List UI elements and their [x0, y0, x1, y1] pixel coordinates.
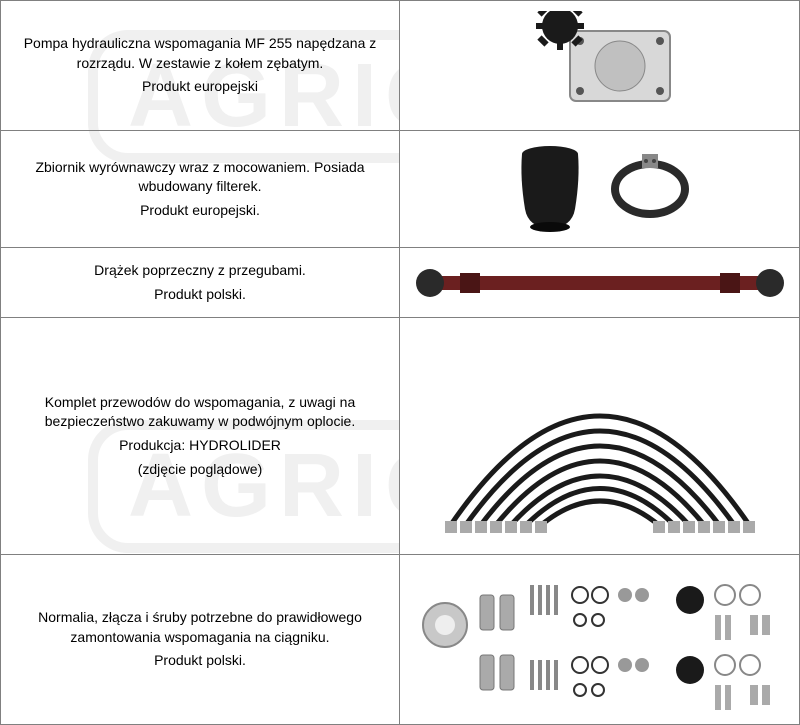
fittings-icon: [410, 565, 790, 715]
image-cell: [400, 318, 800, 555]
desc-cell: Normalia, złącza i śruby potrzebne do pr…: [1, 555, 400, 725]
desc-line: Drążek poprzeczny z przegubami.: [9, 261, 391, 281]
tie-rod-icon: [410, 258, 790, 308]
image-cell: [400, 131, 800, 248]
desc-line: Normalia, złącza i śruby potrzebne do pr…: [9, 608, 391, 647]
image-cell: [400, 1, 800, 131]
table-row: Komplet przewodów do wspomagania, z uwag…: [1, 318, 800, 555]
desc-cell: Pompa hydrauliczna wspomagania MF 255 na…: [1, 1, 400, 131]
table-row: Zbiornik wyrównawczy wraz z mocowaniem. …: [1, 131, 800, 248]
desc-cell: Drążek poprzeczny z przegubami. Produkt …: [1, 248, 400, 318]
desc-line: Pompa hydrauliczna wspomagania MF 255 na…: [9, 34, 391, 73]
desc-line: Komplet przewodów do wspomagania, z uwag…: [9, 393, 391, 432]
product-table: Pompa hydrauliczna wspomagania MF 255 na…: [0, 0, 800, 725]
image-cell: [400, 555, 800, 725]
reservoir-icon: [470, 139, 730, 239]
desc-line: Produkt polski.: [9, 285, 391, 305]
desc-cell: Zbiornik wyrównawczy wraz z mocowaniem. …: [1, 131, 400, 248]
desc-line: Produkt polski.: [9, 651, 391, 671]
desc-line: Zbiornik wyrównawczy wraz z mocowaniem. …: [9, 158, 391, 197]
desc-line: (zdjęcie poglądowe): [9, 460, 391, 480]
desc-line: Produkt europejski.: [9, 201, 391, 221]
desc-line: Produkt europejski: [9, 77, 391, 97]
table-row: Normalia, złącza i śruby potrzebne do pr…: [1, 555, 800, 725]
table-row: Drążek poprzeczny z przegubami. Produkt …: [1, 248, 800, 318]
table-row: Pompa hydrauliczna wspomagania MF 255 na…: [1, 1, 800, 131]
desc-line: Produkcja: HYDROLIDER: [9, 436, 391, 456]
desc-cell: Komplet przewodów do wspomagania, z uwag…: [1, 318, 400, 555]
hydraulic-pump-icon: [510, 11, 690, 121]
image-cell: [400, 248, 800, 318]
hoses-icon: [410, 326, 790, 546]
